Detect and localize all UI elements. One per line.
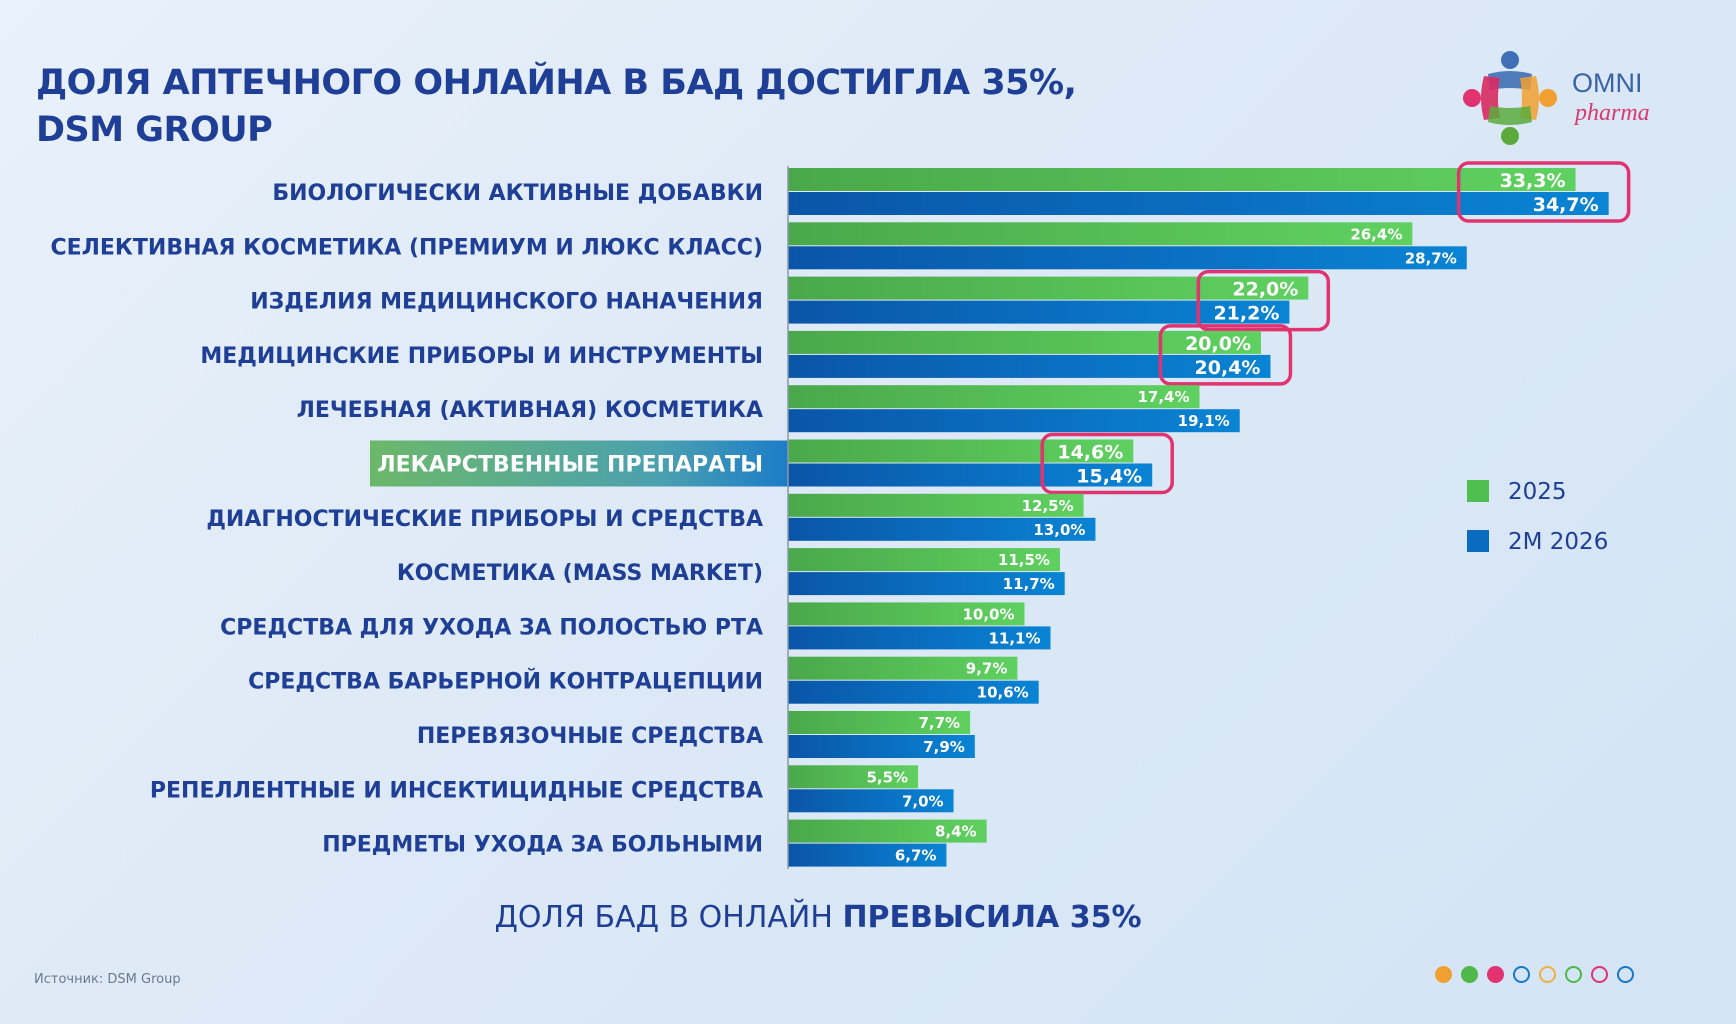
category-label: РЕПЕЛЛЕНТНЫЕ И ИНСЕКТИЦИДНЫЕ СРЕДСТВА: [150, 778, 763, 803]
category-label: БИОЛОГИЧЕСКИ АКТИВНЫЕ ДОБАВКИ: [272, 181, 763, 206]
legend-label: 2М 2026: [1508, 529, 1608, 555]
bar-2025: [788, 222, 1413, 246]
data-label: 34,7%: [1533, 194, 1599, 216]
data-label: 13,0%: [1033, 521, 1085, 539]
decorative-dot: [1435, 966, 1452, 983]
legend-swatch: [1467, 480, 1489, 502]
logo-people-icon: [1463, 51, 1557, 145]
decorative-dot: [1487, 966, 1504, 983]
bar-2026: [788, 789, 954, 813]
data-label: 7,9%: [923, 738, 965, 756]
data-label: 11,7%: [1003, 575, 1055, 593]
bar-2025: [788, 385, 1200, 409]
bar-2025: [788, 656, 1018, 680]
title-line-1: ДОЛЯ АПТЕЧНОГО ОНЛАЙНА В БАД ДОСТИГЛА 35…: [36, 63, 1077, 103]
decorative-dot: [1617, 966, 1634, 983]
bar-2025: [788, 168, 1576, 191]
bar-2026: [788, 680, 1039, 704]
category-label: ДИАГНОСТИЧЕСКИЕ ПРИБОРЫ И СРЕДСТВА: [206, 507, 763, 532]
logo-omni-text: OMNI: [1572, 68, 1643, 98]
decorative-dot: [1591, 966, 1608, 983]
bar-2026: [788, 192, 1609, 215]
data-label: 28,7%: [1405, 249, 1457, 267]
data-label: 20,0%: [1185, 333, 1251, 355]
source-note: Источник: DSM Group: [34, 972, 181, 987]
category-label: ПЕРЕВЯЗОЧНЫЕ СРЕДСТВА: [417, 724, 763, 749]
category-label: ЛЕКАРСТВЕННЫЕ ПРЕПАРАТЫ: [377, 453, 763, 478]
bar-2026: [788, 463, 1153, 487]
bar-2025: [788, 711, 971, 734]
bar-2026: [788, 354, 1271, 378]
decorative-dot: [1513, 966, 1530, 983]
category-label: КОСМЕТИКА (MASS MARKET): [397, 561, 763, 586]
highlight-circle: [1158, 324, 1293, 386]
category-label: СЕЛЕКТИВНАЯ КОСМЕТИКА (ПРЕМИУМ И ЛЮКС КЛ…: [50, 235, 763, 260]
bar-chart: БИОЛОГИЧЕСКИ АКТИВНЫЕ ДОБАВКИ 33,3%34,7% С…: [50, 161, 1631, 869]
data-label: 8,4%: [935, 823, 977, 841]
bottom-caption: ДОЛЯ БАД В ОНЛАЙН ПРЕВЫСИЛА 35%: [0, 900, 1636, 935]
data-label: 20,4%: [1195, 357, 1261, 379]
data-label: 7,7%: [918, 714, 960, 732]
highlight-circle: [1040, 432, 1174, 495]
category-label: МЕДИЦИНСКИЕ ПРИБОРЫ И ИНСТРУМЕНТЫ: [200, 344, 763, 369]
bar-2026: [788, 409, 1240, 433]
bar-2025: [788, 548, 1060, 572]
category-label: СРЕДСТВА БАРЬЕРНОЙ КОНТРАЦЕПЦИИ: [248, 669, 763, 695]
data-label: 17,4%: [1137, 388, 1189, 406]
decorative-dot: [1461, 966, 1478, 983]
decorative-dot: [1565, 966, 1582, 983]
bottom-caption-bold: ПРЕВЫСИЛА 35%: [842, 900, 1142, 935]
omni-pharma-logo: OMNI pharma: [1460, 48, 1720, 148]
bar-2025: [788, 765, 919, 789]
bar-2025: [788, 330, 1261, 354]
title-line-2: DSM GROUP: [36, 110, 273, 150]
data-label: 21,2%: [1213, 303, 1279, 325]
legend-label: 2025: [1508, 479, 1567, 505]
bar-2026: [788, 843, 947, 867]
bar-2025: [788, 819, 987, 843]
category-label: СРЕДСТВА ДЛЯ УХОДА ЗА ПОЛОСТЬЮ РТА: [220, 615, 763, 640]
highlight-circle: [1456, 161, 1631, 223]
data-label: 10,6%: [977, 684, 1029, 702]
bar-2026: [788, 735, 975, 758]
decorative-dots: [1435, 966, 1634, 983]
bar-2026: [788, 626, 1051, 650]
data-label: 12,5%: [1022, 497, 1074, 515]
data-label: 33,3%: [1500, 170, 1566, 192]
data-label: 7,0%: [902, 792, 944, 810]
bar-2025: [788, 439, 1134, 463]
bar-2026: [788, 517, 1096, 541]
data-label: 5,5%: [866, 768, 908, 786]
category-label: ЛЕЧЕБНАЯ (АКТИВНАЯ) КОСМЕТИКА: [297, 398, 763, 423]
data-label: 14,6%: [1057, 442, 1123, 464]
data-label: 26,4%: [1350, 225, 1402, 243]
data-label: 22,0%: [1232, 279, 1298, 301]
bottom-caption-normal: ДОЛЯ БАД В ОНЛАЙН: [494, 900, 843, 935]
category-label: ИЗДЕЛИЯ МЕДИЦИНСКОГО НАНАЧЕНИЯ: [250, 290, 763, 315]
legend-swatch: [1467, 530, 1489, 552]
bar-2026: [788, 300, 1290, 324]
data-label: 15,4%: [1076, 466, 1142, 488]
decorative-dot: [1539, 966, 1556, 983]
bar-2026: [788, 246, 1467, 270]
data-label: 10,0%: [962, 605, 1014, 623]
data-label: 19,1%: [1178, 412, 1230, 430]
bar-2025: [788, 493, 1084, 517]
data-label: 11,5%: [998, 551, 1050, 569]
category-label: ПРЕДМЕТЫ УХОДА ЗА БОЛЬНЫМИ: [322, 833, 763, 858]
data-label: 11,1%: [988, 629, 1040, 647]
data-label: 6,7%: [895, 847, 937, 865]
bar-2025: [788, 276, 1309, 300]
highlight-circle: [1196, 269, 1331, 332]
bar-2025: [788, 602, 1025, 626]
highlighted-category-band: [370, 440, 788, 487]
bar-2026: [788, 572, 1065, 596]
data-label: 9,7%: [966, 660, 1008, 678]
logo-pharma-text: pharma: [1575, 100, 1650, 126]
page-title: ДОЛЯ АПТЕЧНОГО ОНЛАЙНА В БАД ДОСТИГЛА 35…: [36, 60, 1077, 154]
